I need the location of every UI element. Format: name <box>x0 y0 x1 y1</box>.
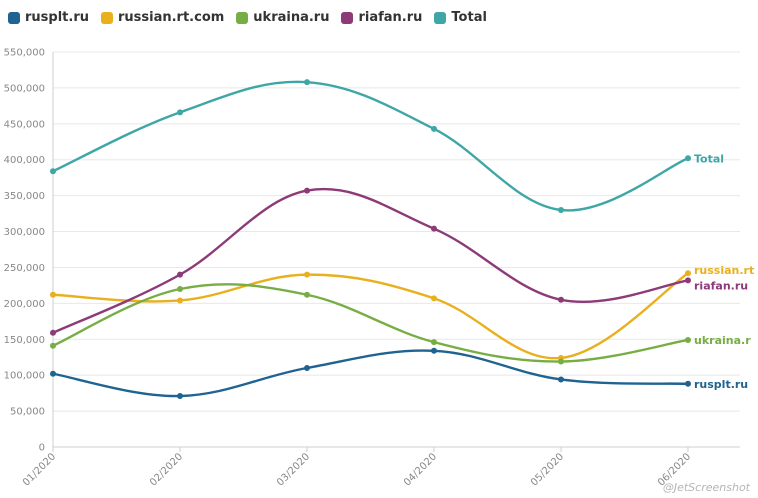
point-riafan-ru-5 <box>685 277 691 284</box>
y-tick-label-6: 300,000 <box>4 227 45 238</box>
y-tick-label-9: 450,000 <box>4 119 45 130</box>
series-line-ukraina-ru <box>52 283 689 363</box>
x-tick-label-0: 01/2020 <box>21 451 58 488</box>
legend-swatch-rusplt <box>8 11 20 24</box>
point-ukraina-ru-5 <box>685 336 691 343</box>
point-total-4 <box>558 207 564 213</box>
legend-item-total[interactable]: Total <box>434 10 487 25</box>
end-label-rusplt-ru: rusplt.ru <box>694 378 748 391</box>
point-russian-rt-com-2 <box>304 271 310 278</box>
y-tick-label-3: 150,000 <box>4 335 45 346</box>
point-rusplt-ru-1 <box>177 393 183 400</box>
point-rusplt-ru-0 <box>50 370 56 377</box>
point-rusplt-ru-3 <box>431 347 437 354</box>
legend: rusplt.ru russian.rt.com ukraina.ru riaf… <box>8 10 487 25</box>
point-russian-rt-com-0 <box>50 291 56 298</box>
legend-swatch-russian-rt <box>100 11 113 24</box>
y-tick-label-0: 0 <box>39 443 45 454</box>
legend-label-riafan: riafan.ru <box>358 10 423 25</box>
legend-item-rusplt[interactable]: rusplt.ru <box>8 10 89 25</box>
point-rusplt-ru-4 <box>558 376 564 383</box>
series-line-riafan-ru <box>52 187 689 334</box>
point-russian-rt-com-3 <box>431 295 437 302</box>
point-total-5 <box>685 155 691 162</box>
legend-swatch-total <box>434 11 447 24</box>
legend-item-russian-rt[interactable]: russian.rt.com <box>100 10 225 25</box>
point-riafan-ru-3 <box>431 225 437 232</box>
y-tick-label-8: 400,000 <box>4 155 45 166</box>
legend-label-rusplt: rusplt.ru <box>25 10 89 25</box>
legend-label-ukraina: ukraina.ru <box>253 10 330 25</box>
point-russian-rt-com-1 <box>177 297 183 304</box>
legend-label-total: Total <box>451 10 487 25</box>
series-line-russian-rt-com <box>52 272 689 360</box>
y-tick-label-5: 250,000 <box>4 263 45 274</box>
y-tick-label-1: 50,000 <box>10 407 45 418</box>
x-tick-label-2: 03/2020 <box>275 451 312 488</box>
point-total-3 <box>431 125 437 132</box>
point-riafan-ru-2 <box>304 187 310 194</box>
y-tick-label-7: 350,000 <box>4 191 45 202</box>
x-tick-label-4: 05/2020 <box>529 451 566 488</box>
series-line-rusplt-ru <box>52 349 689 398</box>
point-russian-rt-com-5 <box>685 270 691 277</box>
series-line-total <box>52 80 689 212</box>
end-label-total: Total <box>694 152 724 165</box>
legend-item-ukraina[interactable]: ukraina.ru <box>236 10 329 25</box>
legend-label-russian-rt: russian.rt.com <box>117 10 225 25</box>
x-tick-label-3: 04/2020 <box>402 451 439 488</box>
end-label-ukraina-ru: ukraina.r <box>694 334 751 347</box>
point-total-1 <box>177 109 183 116</box>
point-total-2 <box>304 79 310 86</box>
point-ukraina-ru-1 <box>177 286 183 292</box>
x-tick-label-1: 02/2020 <box>148 451 185 488</box>
point-ukraina-ru-3 <box>431 339 437 346</box>
point-riafan-ru-4 <box>558 296 564 303</box>
legend-swatch-ukraina <box>236 11 249 24</box>
end-label-riafan-ru: riafan.ru <box>694 279 748 292</box>
legend-swatch-riafan <box>341 11 354 24</box>
point-riafan-ru-1 <box>177 271 183 278</box>
y-tick-label-2: 100,000 <box>4 371 45 382</box>
point-rusplt-ru-2 <box>304 365 310 371</box>
point-total-0 <box>50 168 56 175</box>
y-tick-label-10: 500,000 <box>4 83 45 94</box>
point-riafan-ru-0 <box>50 329 56 336</box>
point-ukraina-ru-2 <box>304 291 310 298</box>
end-label-russian-rt-com: russian.rt <box>694 264 754 277</box>
y-tick-label-4: 200,000 <box>4 299 45 310</box>
y-tick-label-11: 550,000 <box>4 48 45 59</box>
point-ukraina-ru-4 <box>558 358 564 365</box>
watermark: @JetScreenshot <box>662 481 750 494</box>
point-rusplt-ru-5 <box>685 380 691 387</box>
legend-item-riafan[interactable]: riafan.ru <box>341 10 422 25</box>
point-ukraina-ru-0 <box>50 342 56 349</box>
